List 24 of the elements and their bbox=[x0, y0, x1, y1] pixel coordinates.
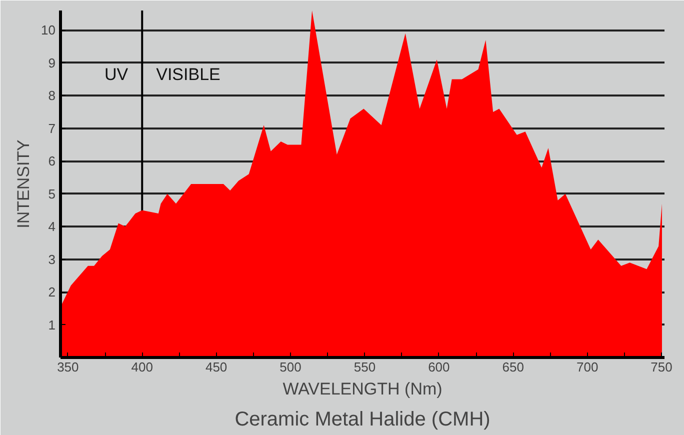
y-tick-label: 8 bbox=[48, 88, 56, 104]
x-tick-label: 650 bbox=[502, 360, 524, 374]
text: Ceramic Metal Halide (CMH) bbox=[234, 408, 490, 430]
x-tick-label: 450 bbox=[205, 360, 228, 374]
y-tick-label: 9 bbox=[48, 55, 56, 70]
y-tick-label: 1 bbox=[48, 317, 56, 332]
x-tick-label: 350 bbox=[57, 360, 79, 374]
x-tick-label: 550 bbox=[354, 360, 376, 374]
y-axis-title: INTENSITY bbox=[14, 140, 34, 228]
x-tick-label: 600 bbox=[428, 360, 450, 374]
x-tick-label: 700 bbox=[576, 360, 598, 374]
y-tick-label: 4 bbox=[48, 219, 56, 234]
x-tick-label: 500 bbox=[280, 360, 302, 374]
y-tick-label: 3 bbox=[48, 252, 56, 267]
y-tick-label: 5 bbox=[48, 186, 56, 202]
x-tick-label: 400 bbox=[131, 360, 153, 374]
y-tick-label: 10 bbox=[41, 22, 56, 38]
y-tick-label: 2 bbox=[48, 284, 56, 300]
x-axis-title: WAVELENGTH (Nm) bbox=[282, 380, 442, 398]
x-tick-label: 750 bbox=[650, 360, 672, 374]
annotation: UV bbox=[104, 65, 129, 84]
y-tick-label: 6 bbox=[48, 154, 56, 169]
annotation: VISIBLE bbox=[156, 65, 220, 84]
y-tick-label: 7 bbox=[48, 120, 56, 136]
